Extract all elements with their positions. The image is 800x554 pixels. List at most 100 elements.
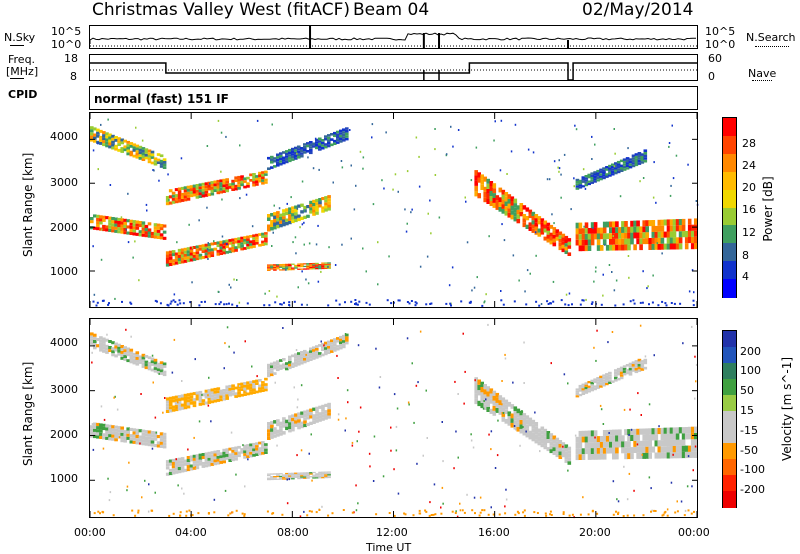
velocity-cell: [225, 397, 229, 400]
velocity-cell: [596, 381, 600, 385]
power-cell: [618, 232, 622, 239]
velocity-cell: [114, 348, 118, 352]
power-noise-cell: [220, 131, 223, 134]
velocity-noise-cell: [379, 376, 382, 378]
power-cell: [237, 181, 241, 185]
power-cell: [111, 229, 115, 233]
power-cell: [630, 238, 634, 245]
velocity-cell: [129, 440, 134, 444]
power-cell: [315, 146, 319, 150]
power-cell: [675, 243, 680, 250]
velocity-cell: [249, 446, 253, 450]
power-cell: [537, 228, 542, 233]
velocity-cell: [228, 459, 232, 462]
velocity-cell: [621, 447, 625, 454]
velocity-cell: [255, 379, 259, 383]
power-cell: [324, 205, 328, 209]
power-cell: [590, 174, 594, 177]
power-noise-cell: [362, 247, 364, 250]
power-cell: [153, 160, 158, 163]
velocity-cell: [675, 427, 680, 434]
power-cell: [159, 165, 164, 168]
power-noise-cell: [615, 279, 618, 282]
velocity-noise-cell: [648, 403, 651, 406]
velocity-cell: [599, 380, 603, 383]
power-cell: [602, 174, 606, 177]
power-cell: [330, 133, 334, 136]
velocity-cell: [501, 412, 506, 417]
velocity-cell: [327, 415, 331, 419]
power-noise-cell: [305, 278, 307, 281]
power-cell: [273, 212, 277, 216]
power-clutter-cell: [600, 303, 603, 306]
velocity-cell: [318, 473, 322, 475]
power-noise-cell: [527, 148, 530, 151]
velocity-cell: [660, 440, 665, 447]
velocity-cell: [590, 442, 595, 449]
power-cell: [279, 217, 283, 221]
power-cell: [318, 204, 322, 208]
power-cell: [501, 194, 506, 200]
velocity-cell: [102, 346, 106, 350]
velocity-cell: [300, 356, 304, 360]
velocity-noise-cell: [494, 467, 497, 469]
power-cell: [264, 173, 268, 176]
power-clutter-cell: [535, 300, 538, 303]
velocity-cell: [159, 444, 164, 448]
power-cell: [135, 220, 140, 224]
velocity-cell: [240, 382, 244, 386]
velocity-cell: [312, 407, 316, 411]
power-noise-cell: [225, 135, 227, 138]
power-noise-cell: [573, 177, 575, 180]
power-cell: [96, 227, 100, 231]
velocity-cell: [522, 413, 527, 418]
power-cell: [282, 266, 286, 268]
power-cell: [273, 225, 277, 230]
power-cell: [216, 244, 221, 248]
velocity-clutter-cell: [474, 512, 476, 515]
power-cell: [219, 182, 223, 185]
velocity-cell: [501, 407, 506, 412]
power-cell: [593, 222, 598, 228]
velocity-cell: [498, 400, 503, 405]
power-cell: [273, 266, 277, 269]
velocity-noise-cell: [242, 444, 244, 447]
velocity-cell: [492, 405, 497, 411]
power-noise-cell: [340, 160, 343, 162]
power-cell: [288, 151, 292, 155]
velocity-cell: [315, 356, 319, 359]
power-clutter-cell: [390, 302, 393, 305]
velocity-cell: [264, 383, 268, 386]
power-noise-cell: [392, 188, 394, 191]
power-cell: [153, 226, 158, 230]
velocity-cell: [168, 472, 173, 476]
velocity-cell: [258, 384, 262, 388]
velocity-cell: [525, 433, 530, 438]
velocity-cell: [624, 441, 628, 448]
power-cell: [300, 203, 304, 207]
velocity-noise-cell: [607, 341, 609, 344]
power-cell: [495, 200, 500, 205]
velocity-noise-cell: [513, 425, 516, 427]
velocity-noise-cell: [116, 408, 119, 411]
velocity-noise-cell: [114, 395, 116, 398]
power-cell: [618, 227, 622, 233]
velocity-cell: [201, 461, 206, 465]
velocity-cell: [279, 421, 283, 426]
power-cell: [219, 252, 223, 255]
power-cell: [231, 246, 235, 250]
velocity-cell: [300, 477, 304, 479]
power-cell: [581, 185, 586, 188]
power-cell: [102, 228, 106, 232]
velocity-cell: [315, 416, 319, 420]
power-noise-cell: [503, 239, 506, 242]
power-cell: [633, 232, 637, 239]
velocity-noise-cell: [463, 402, 465, 405]
colorbar-segment: [723, 347, 736, 364]
power-cell: [183, 189, 188, 193]
velocity-cell: [171, 462, 176, 466]
velocity-cell: [201, 399, 206, 403]
velocity-cell: [201, 464, 206, 468]
velocity-cell: [177, 467, 182, 471]
power-cell: [486, 194, 490, 199]
